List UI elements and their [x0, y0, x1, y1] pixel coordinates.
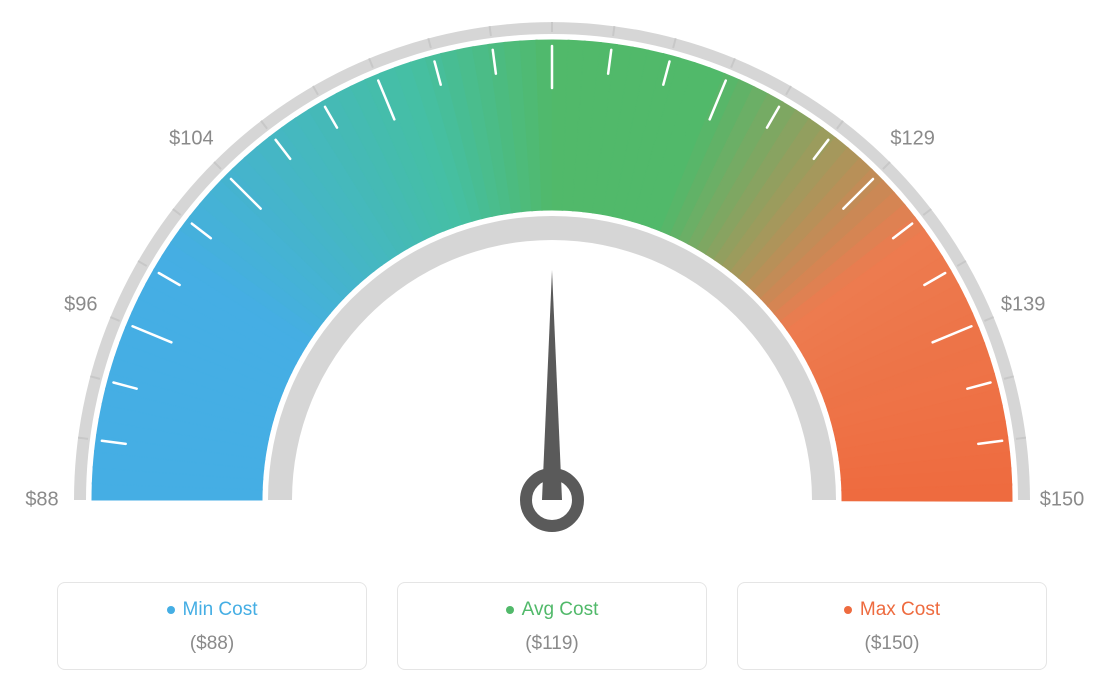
gauge-tick-label: $129: [890, 128, 935, 151]
legend-dot-min: [167, 606, 175, 614]
gauge-tick-label: $119: [530, 0, 573, 2]
gauge-chart-container: $88 $96 $104 $119 $129 $139 $150 Min Cost ($88…: [0, 0, 1104, 690]
legend-label-avg: Avg Cost: [522, 599, 599, 621]
gauge-tick-label: $139: [1001, 293, 1046, 316]
legend-title-max: Max Cost: [844, 599, 940, 621]
gauge-tick-label: $104: [169, 128, 214, 151]
legend-value-min: ($88): [58, 633, 366, 655]
legend-card-max: Max Cost ($150): [737, 582, 1047, 670]
legend-value-max: ($150): [738, 633, 1046, 655]
gauge-tick-label: $150: [1040, 489, 1085, 512]
legend-title-avg: Avg Cost: [506, 599, 599, 621]
legend-row: Min Cost ($88) Avg Cost ($119) Max Cost …: [0, 582, 1104, 670]
gauge-tick-label: $88: [25, 489, 58, 512]
legend-card-min: Min Cost ($88): [57, 582, 367, 670]
gauge-area: $88 $96 $104 $119 $129 $139 $150: [0, 0, 1104, 560]
legend-label-min: Min Cost: [183, 599, 258, 621]
gauge-tick-label: $96: [64, 293, 97, 316]
legend-title-min: Min Cost: [167, 599, 258, 621]
legend-label-max: Max Cost: [860, 599, 940, 621]
gauge-svg: [0, 0, 1104, 560]
legend-card-avg: Avg Cost ($119): [397, 582, 707, 670]
legend-value-avg: ($119): [398, 633, 706, 655]
legend-dot-avg: [506, 606, 514, 614]
legend-dot-max: [844, 606, 852, 614]
